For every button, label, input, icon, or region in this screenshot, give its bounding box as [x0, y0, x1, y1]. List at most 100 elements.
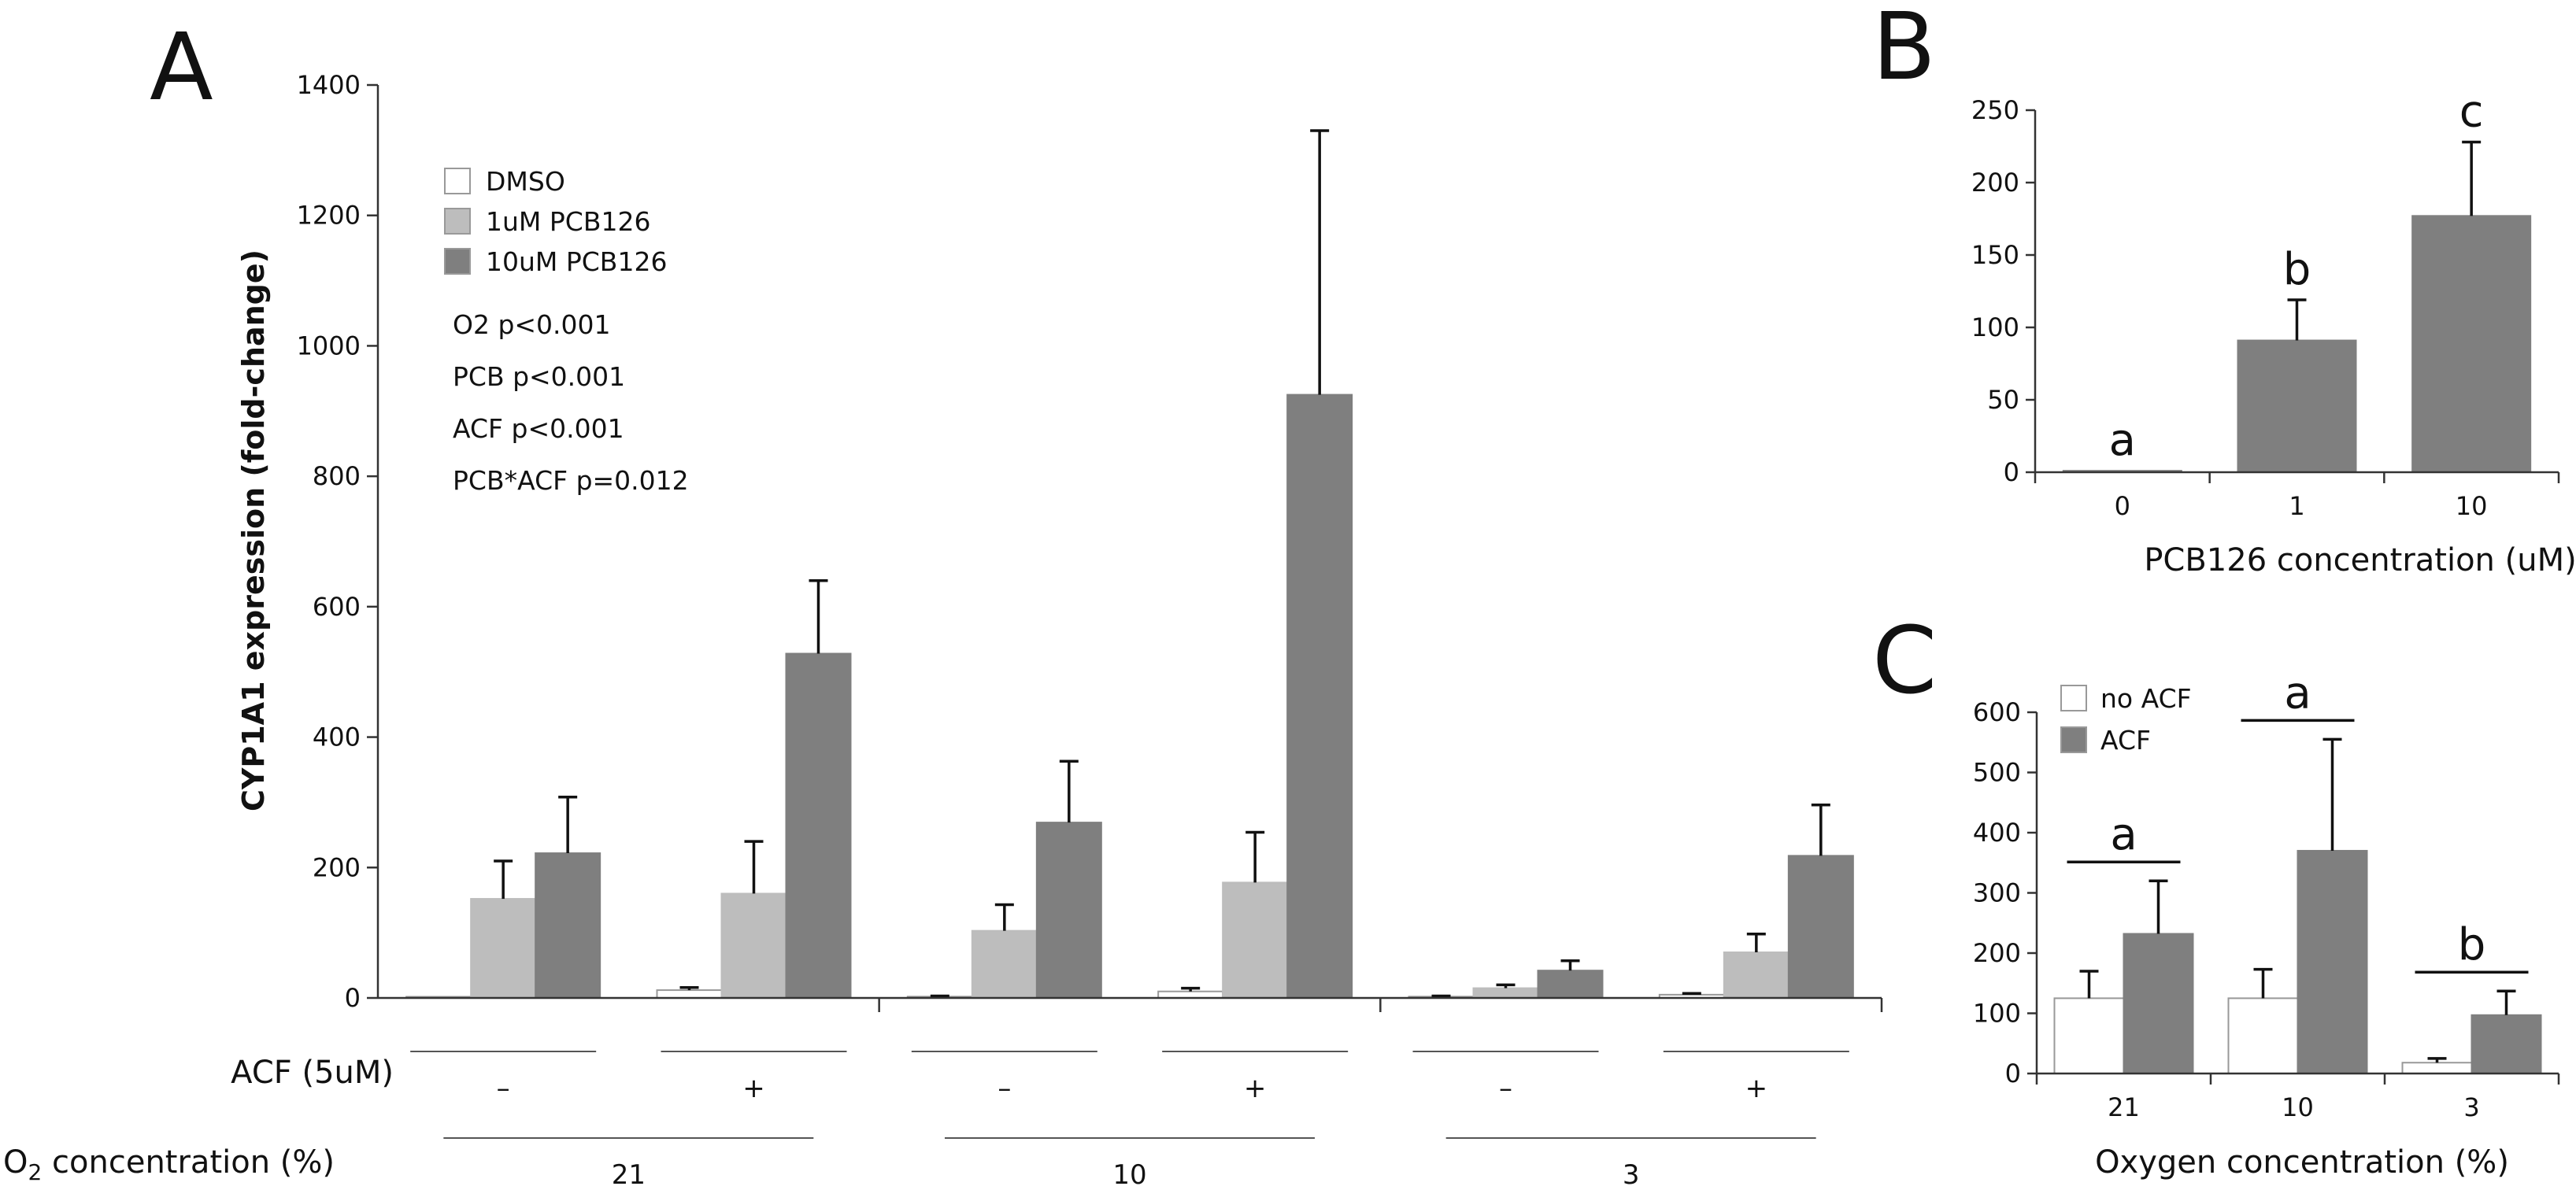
panel-b-bars: a b c [2062, 86, 2532, 473]
acf-sign: + [1244, 1073, 1267, 1104]
x-tick-label: 3 [2463, 1092, 2479, 1122]
bar-no-acf [2053, 997, 2125, 1074]
y-tick-label: 50 [1987, 385, 2019, 415]
bar-no-acf [2227, 997, 2299, 1074]
y-tick-label: 0 [345, 983, 361, 1013]
o2-group-label: 3 [1623, 1159, 1640, 1191]
panel-a-x-axis: – +21 – +10 – +3 [378, 996, 1883, 1191]
bar-10um-pcb126 [1787, 855, 1854, 1000]
panel-b-x-axis-label: PCB126 concentration (uM) [2144, 542, 2576, 578]
panel-a-bars [405, 129, 1854, 1000]
y-tick-label: 400 [313, 722, 361, 752]
panel-a-statistics: O2 p<0.001 PCB p<0.001 ACF p<0.001 PCB*A… [453, 309, 689, 496]
bar-pcb126 [2411, 215, 2532, 473]
y-tick-label: 300 [1973, 878, 2021, 908]
panel-c-x-axis: 21 10 3 [2035, 1072, 2560, 1122]
legend-swatch-10um-pcb126 [444, 248, 471, 275]
o2-group-label: 21 [612, 1159, 646, 1191]
legend-swatch-acf [2060, 726, 2087, 753]
legend-swatch-dmso [444, 168, 471, 194]
x-tick-label: 21 [2108, 1092, 2140, 1122]
legend-label-no-acf: no ACF [2100, 683, 2192, 714]
panel-a-legend: DMSO 1uM PCB126 10uM PCB126 [444, 166, 667, 277]
panel-a-y-axis: 0 200 400 600 800 1000 1200 1400 [297, 70, 379, 1013]
legend-label-dmso: DMSO [486, 166, 565, 197]
o2-group-label: 10 [1112, 1159, 1146, 1191]
o2-row-label: O2 concentration (%) [3, 1144, 335, 1185]
significance-letter: b [2283, 244, 2311, 295]
panel-c-legend: no ACF ACF [2060, 683, 2192, 756]
x-tick-label: 0 [2115, 491, 2130, 521]
y-tick-label: 0 [2005, 1059, 2021, 1088]
legend-label-1um-pcb126: 1uM PCB126 [486, 206, 650, 237]
panel-b-y-axis: 0 50 100 150 200 250 [1971, 95, 2037, 487]
bar-acf [2297, 849, 2368, 1074]
significance-letter: a [2110, 809, 2137, 860]
y-tick-label: 500 [1973, 758, 2021, 788]
panel-c-letter: C [1872, 606, 1937, 715]
bar-10um-pcb126 [1537, 970, 1604, 999]
y-tick-label: 600 [1973, 697, 2021, 727]
bar-10um-pcb126 [785, 652, 852, 999]
legend-swatch-no-acf [2060, 685, 2087, 711]
stat-o2: O2 p<0.001 [453, 309, 611, 340]
bar-no-acf [2401, 1062, 2473, 1074]
panel-b-x-axis: 0 1 10 [2034, 471, 2560, 521]
y-tick-label: 200 [1971, 168, 2019, 198]
bar-acf [2123, 933, 2194, 1075]
y-tick-label: 100 [1971, 312, 2019, 342]
bar-1um-pcb126 [720, 892, 787, 1000]
significance-letter: a [2109, 415, 2136, 466]
bar-1um-pcb126 [1723, 952, 1790, 999]
y-tick-label: 600 [313, 592, 361, 622]
y-tick-label: 200 [313, 852, 361, 882]
y-tick-label: 250 [1971, 95, 2019, 125]
panel-c-bars: a a b [2053, 667, 2542, 1075]
panel-a-letter: A [150, 13, 213, 121]
bar-1um-pcb126 [971, 929, 1038, 999]
x-tick-label: 1 [2289, 491, 2304, 521]
stat-pcb-acf: PCB*ACF p=0.012 [453, 465, 689, 496]
stat-acf: ACF p<0.001 [453, 413, 624, 444]
acf-sign: + [742, 1073, 765, 1104]
y-tick-label: 100 [1973, 999, 2021, 1029]
acf-sign: – [997, 1073, 1011, 1104]
y-tick-label: 1000 [297, 331, 361, 360]
x-tick-label: 10 [2456, 491, 2488, 521]
y-tick-label: 1400 [297, 70, 361, 100]
acf-sign: – [1499, 1073, 1512, 1104]
o2-label-rest: concentration (%) [42, 1144, 335, 1181]
x-tick-label: 10 [2282, 1092, 2314, 1122]
bar-acf [2471, 1014, 2542, 1075]
bar-10um-pcb126 [535, 852, 601, 999]
bar-pcb126 [2237, 339, 2357, 473]
stat-pcb: PCB p<0.001 [453, 361, 625, 392]
o2-label-subscript: 2 [28, 1159, 42, 1185]
y-tick-label: 1200 [297, 201, 361, 231]
y-tick-label: 0 [2004, 457, 2019, 487]
y-tick-label: 800 [313, 461, 361, 491]
bar-1um-pcb126 [1472, 987, 1539, 999]
y-tick-label: 200 [1973, 938, 2021, 968]
y-tick-label: 150 [1971, 240, 2019, 270]
panel-c-x-axis-label: Oxygen concentration (%) [2095, 1144, 2509, 1181]
panel-c-y-axis: 0 100 200 300 400 500 600 [1973, 697, 2038, 1088]
acf-row-label: ACF (5uM) [231, 1055, 394, 1091]
bar-1um-pcb126 [470, 898, 537, 999]
o2-label-o: O [3, 1144, 28, 1181]
acf-sign: – [497, 1073, 510, 1104]
panel-a-y-axis-label: CYP1A1 expression (fold-change) [236, 249, 271, 811]
significance-letter: b [2458, 919, 2486, 970]
y-tick-label: 400 [1973, 818, 2021, 848]
bar-10um-pcb126 [1035, 822, 1102, 999]
significance-letter: a [2284, 667, 2311, 719]
panel-b-letter: B [1872, 0, 1936, 101]
bar-dmso [656, 989, 723, 999]
legend-swatch-1um-pcb126 [444, 208, 471, 235]
legend-label-10um-pcb126: 10uM PCB126 [486, 246, 667, 277]
acf-sign: + [1745, 1073, 1768, 1104]
bar-10um-pcb126 [1286, 394, 1353, 1000]
legend-label-acf: ACF [2100, 725, 2151, 756]
bar-1um-pcb126 [1222, 881, 1289, 1000]
